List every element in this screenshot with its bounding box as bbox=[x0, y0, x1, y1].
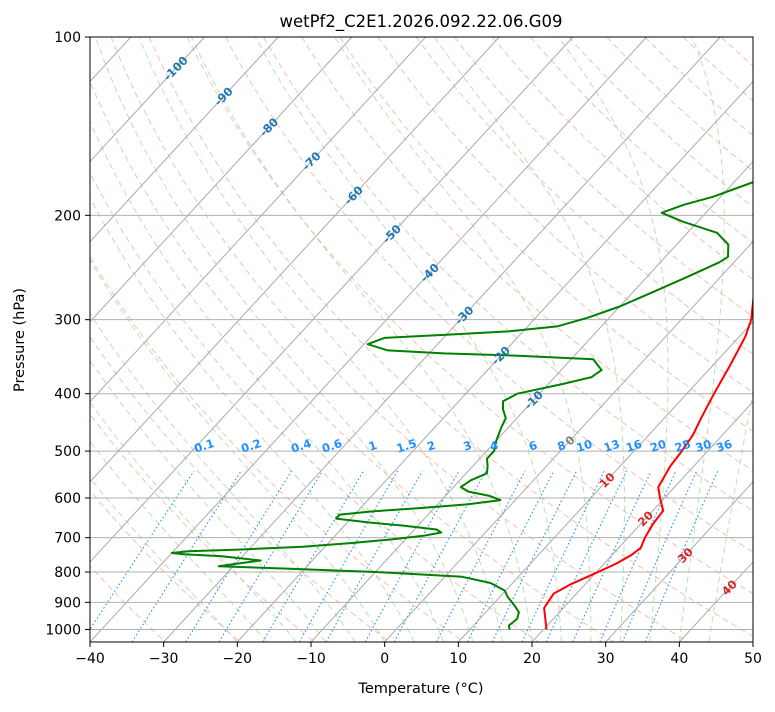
y-tick-label: 1000 bbox=[45, 622, 81, 638]
y-tick-label: 100 bbox=[54, 30, 81, 46]
y-tick-label: 800 bbox=[54, 565, 81, 581]
x-tick-label: 50 bbox=[744, 651, 762, 667]
x-tick-label: −20 bbox=[223, 651, 253, 667]
x-tick-label: 0 bbox=[380, 651, 389, 667]
y-axis-title: Pressure (hPa) bbox=[12, 288, 28, 392]
y-tick-label: 200 bbox=[54, 208, 81, 224]
y-tick-label: 300 bbox=[54, 313, 81, 329]
y-tick-label: 700 bbox=[54, 531, 81, 547]
y-tick-label: 400 bbox=[54, 387, 81, 403]
x-tick-label: 40 bbox=[670, 651, 688, 667]
x-tick-label: −30 bbox=[149, 651, 179, 667]
y-tick-label: 900 bbox=[54, 595, 81, 611]
y-tick-label: 500 bbox=[54, 444, 81, 460]
x-tick-label: 30 bbox=[597, 651, 615, 667]
y-tick-label: 600 bbox=[54, 491, 81, 507]
x-tick-label: 10 bbox=[449, 651, 467, 667]
x-tick-label: 20 bbox=[523, 651, 541, 667]
x-tick-label: −10 bbox=[296, 651, 326, 667]
x-axis-title: Temperature (°C) bbox=[357, 681, 483, 697]
chart-title: wetPf2_C2E1.2026.092.22.06.G09 bbox=[279, 12, 562, 32]
x-tick-label: −40 bbox=[75, 651, 105, 667]
